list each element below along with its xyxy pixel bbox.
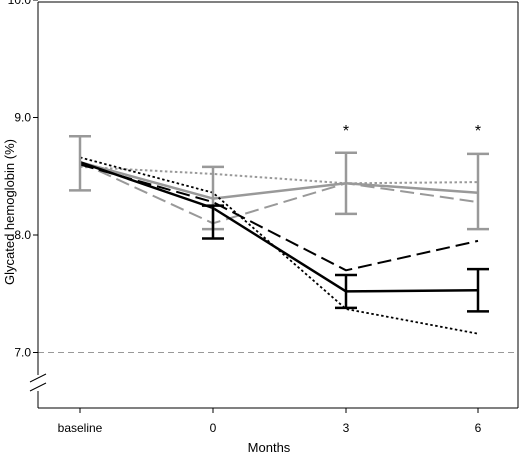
y-tick-label: 9.0 bbox=[14, 111, 31, 125]
x-tick-label: baseline bbox=[58, 421, 103, 435]
significance-star: * bbox=[343, 123, 349, 140]
y-tick-label: 8.0 bbox=[14, 228, 31, 242]
series-line-3 bbox=[79, 165, 479, 185]
series-line-2 bbox=[79, 161, 479, 225]
y-axis-title: Glycated hemoglobin (%) bbox=[2, 139, 17, 285]
series-line-1 bbox=[79, 160, 479, 200]
x-tick-label: 0 bbox=[210, 421, 217, 435]
series-line-5 bbox=[79, 163, 479, 272]
significance-marks: * * bbox=[343, 123, 481, 140]
axis-break-mark bbox=[29, 382, 47, 392]
series-line-6 bbox=[79, 156, 479, 335]
error-bars bbox=[69, 135, 489, 313]
x-tick-label: 3 bbox=[343, 421, 350, 435]
significance-star: * bbox=[475, 123, 481, 140]
y-tick-label: 10.0 bbox=[8, 0, 32, 7]
x-tick-label: 6 bbox=[475, 421, 482, 435]
y-tick-label: 7.0 bbox=[14, 346, 31, 360]
x-axis-title: Months bbox=[248, 440, 291, 455]
axis-break-mark bbox=[29, 373, 47, 383]
series-layer bbox=[79, 156, 479, 335]
